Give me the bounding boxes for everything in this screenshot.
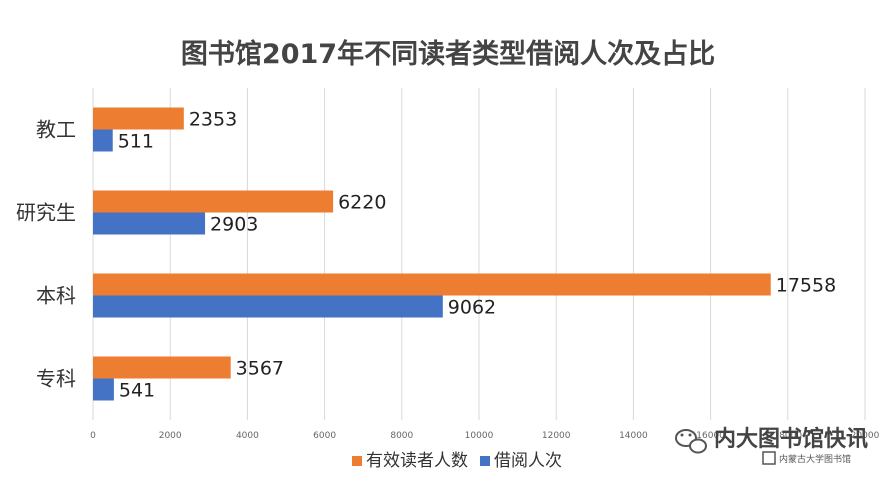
x-tick-label: 16000 [696, 431, 725, 441]
data-label: 2903 [210, 214, 258, 236]
x-tick-label: 14000 [619, 431, 648, 441]
bar-readers [93, 356, 231, 379]
data-label: 541 [119, 380, 155, 402]
x-tick-label: 2000 [159, 431, 182, 441]
x-tick-label: 6000 [313, 431, 336, 441]
category-label: 专科 [36, 367, 76, 391]
watermark: 内大图书馆快讯 内蒙古大学图书馆 [675, 426, 868, 465]
legend-label: 借阅人次 [494, 451, 562, 471]
library-logo-icon [762, 451, 776, 465]
data-label: 6220 [338, 192, 386, 214]
legend-swatch [480, 456, 490, 466]
legend: 有效读者人数 借阅人次 [352, 451, 562, 471]
bar-borrows [93, 295, 443, 318]
watermark-subtext: 内蒙古大学图书馆 [779, 453, 851, 465]
data-label: 3567 [236, 358, 284, 380]
bar-borrows [93, 212, 206, 235]
bar-borrows [93, 378, 114, 401]
x-axis-ticks: 0 2000 4000 6000 8000 10000 12000 14000 16000 180… [90, 431, 879, 441]
data-label: 17558 [776, 275, 836, 297]
wechat-icon [675, 429, 707, 454]
legend-label: 有效读者人数 [366, 451, 468, 471]
x-tick-label: 18000 [773, 431, 802, 441]
x-tick-label: 4000 [236, 431, 259, 441]
chart-title: 图书馆2017年不同读者类型借阅人次及占比 [181, 38, 715, 70]
x-tick-label: 12000 [542, 431, 571, 441]
data-label: 9062 [448, 297, 496, 319]
data-label: 511 [118, 131, 154, 153]
bars: 2353 511 6220 2903 17558 9062 3567 541 [93, 107, 836, 402]
x-tick-label: 8000 [390, 431, 413, 441]
data-label: 2353 [189, 109, 237, 131]
gridlines [92, 88, 866, 420]
legend-swatch [352, 456, 362, 466]
category-label: 教工 [36, 118, 76, 142]
bar-readers [93, 273, 771, 296]
bar-readers [93, 190, 334, 213]
x-tick-label: 0 [90, 431, 96, 441]
category-label: 本科 [36, 284, 76, 308]
bar-readers [93, 107, 184, 130]
x-tick-label: 20000 [851, 431, 880, 441]
watermark-text: 内大图书馆快讯 [714, 426, 868, 452]
bar-borrows [93, 129, 113, 152]
x-tick-label: 10000 [465, 431, 494, 441]
category-label: 研究生 [16, 201, 76, 225]
